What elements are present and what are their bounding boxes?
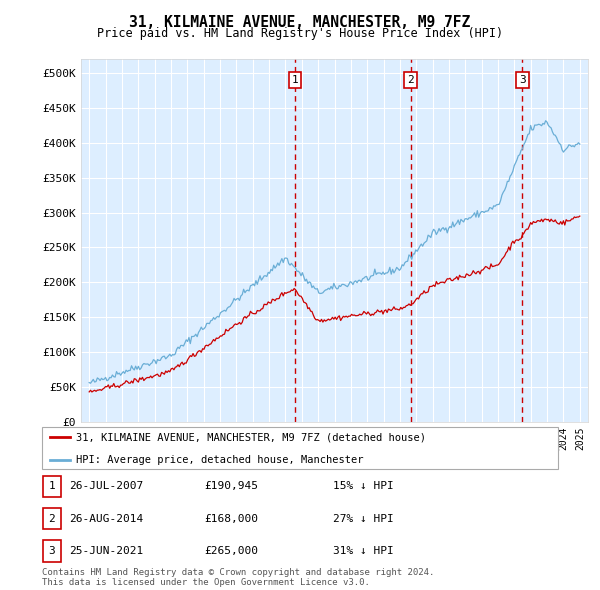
Text: £190,945: £190,945 xyxy=(204,481,258,491)
Text: Contains HM Land Registry data © Crown copyright and database right 2024.
This d: Contains HM Land Registry data © Crown c… xyxy=(42,568,434,587)
Text: 26-AUG-2014: 26-AUG-2014 xyxy=(69,514,143,523)
Text: 1: 1 xyxy=(292,75,298,85)
Text: 27% ↓ HPI: 27% ↓ HPI xyxy=(333,514,394,523)
FancyBboxPatch shape xyxy=(43,476,61,497)
FancyBboxPatch shape xyxy=(43,508,61,529)
Text: 1: 1 xyxy=(49,481,55,491)
FancyBboxPatch shape xyxy=(43,540,61,562)
FancyBboxPatch shape xyxy=(42,427,558,469)
Text: 2: 2 xyxy=(49,514,55,523)
Text: HPI: Average price, detached house, Manchester: HPI: Average price, detached house, Manc… xyxy=(76,455,363,465)
Text: 25-JUN-2021: 25-JUN-2021 xyxy=(69,546,143,556)
Text: 31, KILMAINE AVENUE, MANCHESTER, M9 7FZ: 31, KILMAINE AVENUE, MANCHESTER, M9 7FZ xyxy=(130,15,470,30)
Text: 15% ↓ HPI: 15% ↓ HPI xyxy=(333,481,394,491)
Text: £168,000: £168,000 xyxy=(204,514,258,523)
Text: 31, KILMAINE AVENUE, MANCHESTER, M9 7FZ (detached house): 31, KILMAINE AVENUE, MANCHESTER, M9 7FZ … xyxy=(76,432,425,442)
Text: 2: 2 xyxy=(407,75,414,85)
Text: 26-JUL-2007: 26-JUL-2007 xyxy=(69,481,143,491)
Text: 3: 3 xyxy=(519,75,526,85)
Text: 31% ↓ HPI: 31% ↓ HPI xyxy=(333,546,394,556)
Text: £265,000: £265,000 xyxy=(204,546,258,556)
Text: 3: 3 xyxy=(49,546,55,556)
Text: Price paid vs. HM Land Registry's House Price Index (HPI): Price paid vs. HM Land Registry's House … xyxy=(97,27,503,40)
